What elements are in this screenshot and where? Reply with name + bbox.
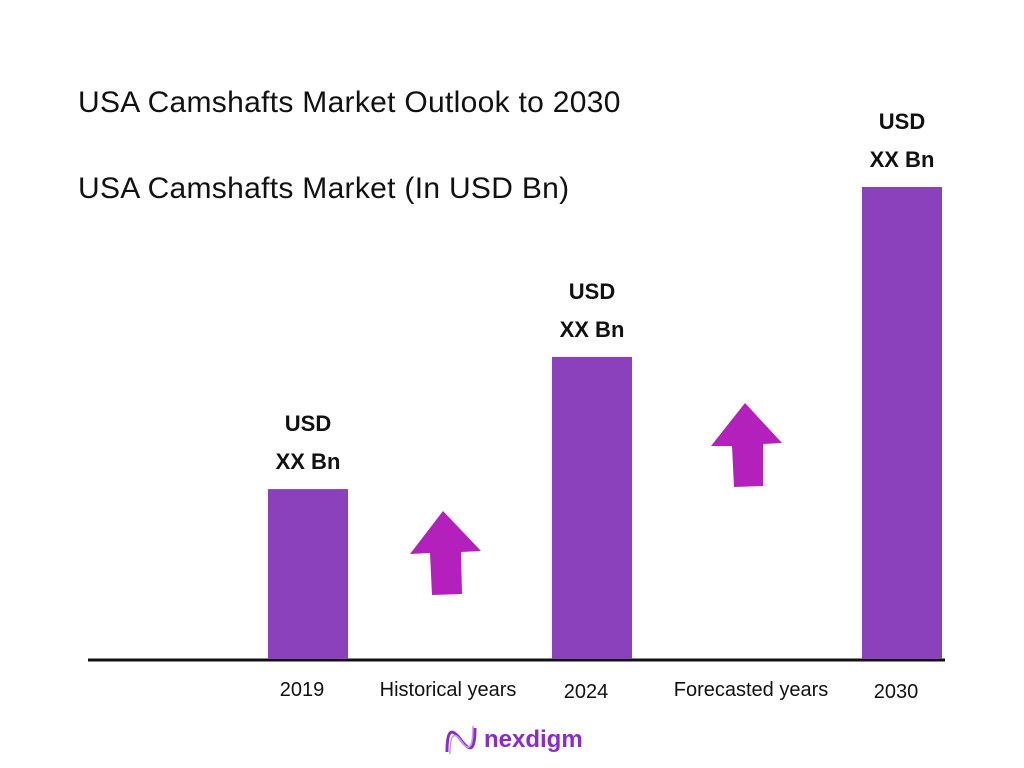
period-label-forecast: Forecasted years	[673, 679, 829, 701]
chart-subtitle: USA Camshafts Market (In USD Bn)	[78, 172, 570, 205]
data-label-line: USD	[284, 411, 332, 437]
period-label-historical: Historical years	[379, 679, 517, 701]
bar-2019	[268, 489, 348, 659]
nexdigm-logo: nexdigm	[444, 724, 583, 756]
data-label-line: USD	[568, 278, 616, 304]
x-tick-2024: 2024	[563, 681, 609, 703]
nexdigm-logo-icon	[445, 725, 477, 755]
data-label-2019: USD XX Bn	[248, 405, 368, 481]
growth-arrow-historical	[410, 511, 481, 595]
data-label-2030: USD XX Bn	[842, 103, 962, 179]
data-label-line: XX Bn	[275, 449, 341, 475]
data-label-line: XX Bn	[559, 316, 625, 342]
bar-2030	[862, 187, 942, 659]
bar-2024	[552, 356, 632, 659]
x-tick-2019: 2019	[279, 679, 325, 701]
data-label-2024: USD XX Bn	[532, 273, 652, 349]
growth-arrow-forecast	[711, 403, 782, 487]
x-tick-2030: 2030	[873, 681, 919, 703]
chart-title: USA Camshafts Market Outlook to 2030	[78, 86, 621, 119]
brand-name: nexdigm	[484, 726, 583, 753]
data-label-line: XX Bn	[869, 147, 935, 172]
data-label-line: USD	[878, 109, 926, 134]
